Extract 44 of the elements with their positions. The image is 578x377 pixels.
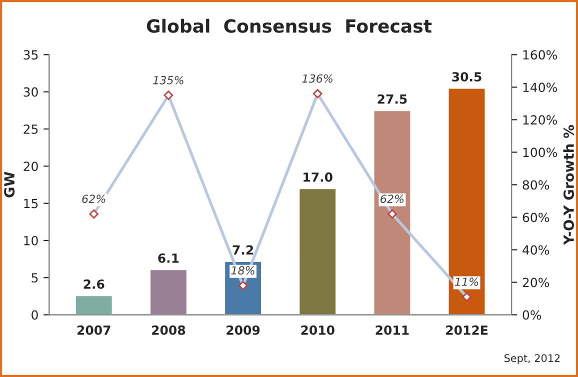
x-tick-label: 2011 xyxy=(376,325,409,335)
data-label: 17.0 xyxy=(304,172,332,182)
y-tick-label: 5 xyxy=(32,273,38,283)
data-label: 62% xyxy=(380,194,404,204)
y2-tick-label: 40% xyxy=(522,245,550,255)
y2-axis-title: Y-O-Y Growth % xyxy=(563,124,574,246)
y2-tick-label: 140% xyxy=(523,82,557,92)
x-tick-label: 2009 xyxy=(226,325,260,335)
bar xyxy=(372,110,412,315)
y-tick-label: 10 xyxy=(24,236,38,246)
bar xyxy=(447,87,486,315)
y-axis-title: GW xyxy=(4,172,15,198)
x-tick-label: 2010 xyxy=(301,325,334,335)
y-tick-label: 35 xyxy=(24,50,38,60)
data-label: 62% xyxy=(82,194,106,204)
data-label: 7.2 xyxy=(232,245,254,255)
y-tick-label: 0 xyxy=(32,310,38,320)
y2-tick-label: 120% xyxy=(523,115,557,125)
y2-tick-label: 80% xyxy=(522,180,550,190)
x-tick-label: 2007 xyxy=(77,325,110,335)
data-label: 11% xyxy=(454,278,478,286)
data-label: 2.6 xyxy=(84,279,104,289)
text: Sept, 2012 xyxy=(504,354,560,364)
y-tick-label: 25 xyxy=(24,124,38,134)
y2-tick-label: 20% xyxy=(522,278,550,288)
data-label: 30.5 xyxy=(452,72,482,82)
y2-tick-label: 0% xyxy=(522,310,542,320)
data-label: 18% xyxy=(231,266,254,275)
chart-title: Global Consensus Forecast xyxy=(146,18,432,33)
y2-tick-label: 100% xyxy=(523,148,557,158)
data-label: 135% xyxy=(153,76,184,84)
x-tick-label: 2012E xyxy=(446,325,488,335)
data-label: 27.5 xyxy=(378,94,407,104)
y2-tick-label: 60% xyxy=(522,212,550,222)
y-tick-label: 30 xyxy=(24,87,38,97)
bar xyxy=(298,188,337,315)
data-label: 136% xyxy=(302,74,332,83)
y2-tick-label: 160% xyxy=(523,50,557,60)
bar xyxy=(74,294,114,315)
y-tick-label: 15 xyxy=(24,198,38,208)
x-tick-label: 2008 xyxy=(152,325,186,335)
bar xyxy=(149,268,188,315)
y-tick-label: 20 xyxy=(24,162,38,172)
data-label: 6.1 xyxy=(158,253,179,263)
